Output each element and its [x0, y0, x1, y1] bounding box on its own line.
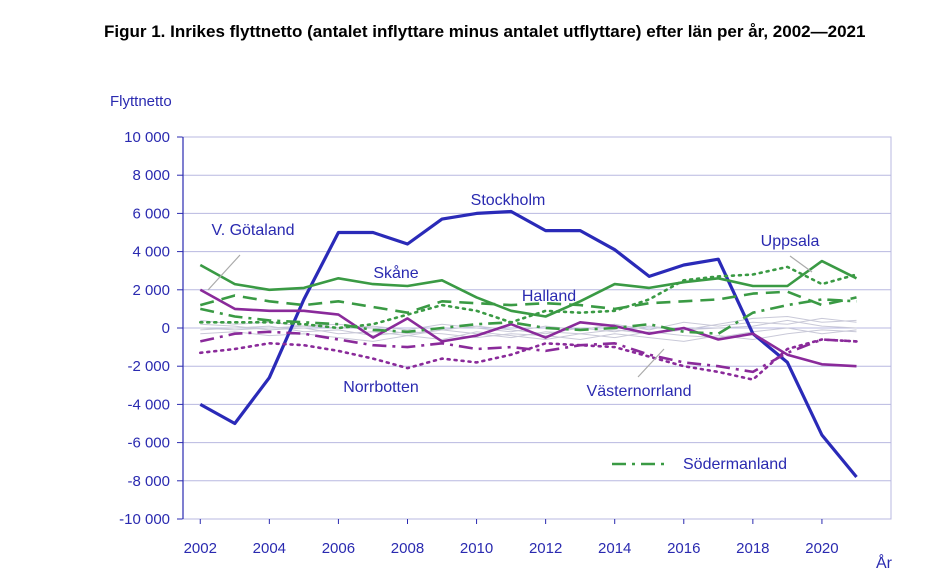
- annotation-label: Halland: [522, 288, 576, 305]
- y-tick-label: -10 000: [119, 511, 170, 528]
- series-line-halland: [199, 290, 857, 315]
- y-tick-label: -6 000: [127, 435, 170, 452]
- y-tick-label: -2 000: [127, 358, 170, 375]
- y-tick-label: 0: [162, 320, 170, 337]
- x-tick-label: 2006: [322, 540, 355, 557]
- annotation-label: Uppsala: [761, 233, 820, 250]
- legend-label: Södermanland: [683, 456, 787, 473]
- y-tick-label: -8 000: [127, 473, 170, 490]
- x-tick-label: 2010: [460, 540, 493, 557]
- annotation-label: Skåne: [373, 264, 418, 282]
- annotation-label: Stockholm: [471, 192, 546, 209]
- y-tick-label: 10 000: [124, 129, 170, 146]
- series-line-södermanland: [200, 298, 857, 336]
- annotation-label: V. Götaland: [211, 222, 294, 239]
- annotation-label: Norrbotten: [343, 379, 419, 396]
- series-line-skåne: [199, 259, 858, 318]
- annotation-label: Västernorrland: [587, 383, 692, 400]
- y-tick-label: 6 000: [132, 205, 170, 222]
- x-tick-label: 2016: [667, 540, 700, 557]
- y-tick-label: 4 000: [132, 244, 170, 261]
- series-line-other: [200, 327, 857, 342]
- series-line-västernorrland: [200, 330, 857, 374]
- y-axis-label: Flyttnetto: [110, 93, 172, 110]
- annotation-leader: [207, 254, 241, 291]
- series-line-stockholm: [199, 209, 858, 479]
- series-line-norrbotten: [199, 338, 858, 381]
- x-axis-label: År: [876, 555, 892, 572]
- y-tick-label: -4 000: [127, 396, 170, 413]
- x-tick-label: 2018: [736, 540, 769, 557]
- chart-title: Figur 1. Inrikes flyttnetto (antalet inf…: [104, 22, 866, 41]
- x-tick-label: 2020: [805, 540, 838, 557]
- y-tick-label: 8 000: [132, 167, 170, 184]
- x-tick-label: 2002: [184, 540, 217, 557]
- series-line-v-götaland: [199, 288, 857, 368]
- y-tick-label: 2 000: [132, 282, 170, 299]
- annotation-leader: [789, 255, 813, 273]
- annotation-leader: [637, 348, 665, 378]
- x-tick-label: 2014: [598, 540, 631, 557]
- series-line-other: [200, 325, 857, 342]
- x-tick-label: 2004: [253, 540, 286, 557]
- series-line-uppsala: [199, 265, 858, 330]
- x-tick-label: 2008: [391, 540, 424, 557]
- x-tick-label: 2012: [529, 540, 562, 557]
